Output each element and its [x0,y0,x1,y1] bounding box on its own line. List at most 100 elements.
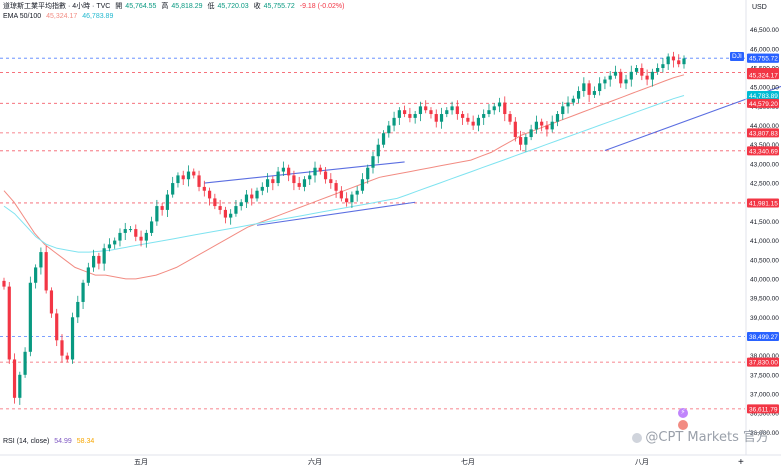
candle-body [656,68,660,72]
ema-label: EMA 50/100 [3,13,42,20]
candle-body [49,290,54,314]
candle-body [439,114,444,122]
watermark: @CPT Markets 官方 [632,426,769,445]
candle-body [366,167,370,180]
ema-legend[interactable]: EMA 50/100 45,324.17 46,783.89 [3,12,116,22]
candle-body [334,183,338,191]
candle-body [392,117,396,126]
symbol-tag: DJI [730,52,744,61]
candle-body [102,248,106,264]
candle-body [107,244,112,249]
candle-body [424,106,428,111]
candle-body [403,110,407,115]
y-tick-label: 37,000.00 [750,391,779,398]
rsi-value-b: 58.34 [76,438,95,445]
candle-body [229,213,233,218]
candle-body [450,106,454,111]
y-tick-label: 36,000.00 [750,430,779,437]
candle-body [234,206,238,214]
price-label-box [747,70,779,80]
candle-body [592,91,596,95]
price-label-text: 43,340.69 [749,148,778,155]
x-tick-label: 六月 [308,457,322,466]
candle-body [650,71,654,80]
trend-line[interactable] [204,161,405,184]
candle-body [81,282,85,302]
candle-body [508,114,512,122]
candle-body [2,280,6,287]
candle-body [213,198,217,207]
candle-body [661,64,665,69]
add-button[interactable]: + [738,457,744,468]
candle-body [624,79,628,84]
candle-body [445,110,449,115]
candle-body [276,171,280,184]
candle-body [39,252,43,268]
price-label-box [747,198,779,208]
close-value: 45,755.72 [263,3,295,10]
candle-body [186,171,191,180]
price-label-box [747,128,779,138]
price-label-box [747,357,779,367]
y-tick-label: 40,000.00 [750,276,779,283]
y-tick-label: 36,500.00 [750,411,779,418]
candle-body [629,71,633,80]
candle-body [534,121,539,130]
high-label: 高 [161,3,169,10]
candle-body [634,68,639,72]
candle-body [318,167,322,172]
candle-body [55,313,59,341]
candle-body [171,183,175,195]
candle-body [476,117,481,126]
candle-body [608,75,612,80]
candle-body [545,125,549,130]
y-tick-label: 37,500.00 [750,372,779,379]
x-tick-label: 七月 [461,457,475,466]
trend-line[interactable] [256,201,416,226]
y-tick-label: 42,500.00 [750,181,779,188]
candle-body [18,374,22,398]
candle-body [271,179,275,184]
y-tick-label: 43,000.00 [750,161,779,168]
candle-body [397,110,401,118]
candle-body [471,121,475,126]
candle-body [571,98,575,103]
trend-line[interactable] [604,62,781,151]
candle-body [223,209,227,218]
rsi-value-a: 54.99 [54,438,72,445]
candle-body [176,175,180,184]
candle-body [12,359,17,398]
ema100-value: 46,783.89 [82,13,114,20]
rsi-legend[interactable]: RSI (14, close) 54.99 58.34 [3,437,97,447]
y-tick-label: 44,000.00 [750,123,779,130]
y-tick-label: 39,500.00 [750,296,779,303]
candle-body [360,179,365,191]
flag-icon[interactable] [678,420,688,430]
candle-body [640,68,644,76]
candle-body [218,206,222,210]
close-label: 收 [253,3,261,10]
x-tick-label: 八月 [635,458,649,466]
candle-body [550,121,554,130]
price-label-box [747,404,779,414]
candle-body [387,125,391,134]
candle-body [582,83,586,92]
candle-body [34,267,38,283]
candle-body [28,282,32,352]
candle-body [207,190,212,199]
candle-body [492,106,496,111]
candle-body [418,106,423,115]
candle-body [265,179,270,187]
candle-body [160,206,164,210]
price-label-text: 36,611.79 [749,406,778,413]
y-tick-label: 39,000.00 [750,315,779,322]
symbol-header: 道琼斯工業平均指數 · 4小時 · TVC 開 45,764.55 高 45,818… [3,2,347,12]
candle-body [76,301,80,318]
lightning-icon[interactable]: ⚡ [678,408,688,418]
candle-body [429,110,433,115]
symbol-title: 道琼斯工業平均指數 · 4小時 · TVC [3,3,111,10]
price-label-text: 44,579.20 [749,101,778,108]
candle-body [524,137,528,145]
y-tick-label: 46,000.00 [750,46,779,53]
